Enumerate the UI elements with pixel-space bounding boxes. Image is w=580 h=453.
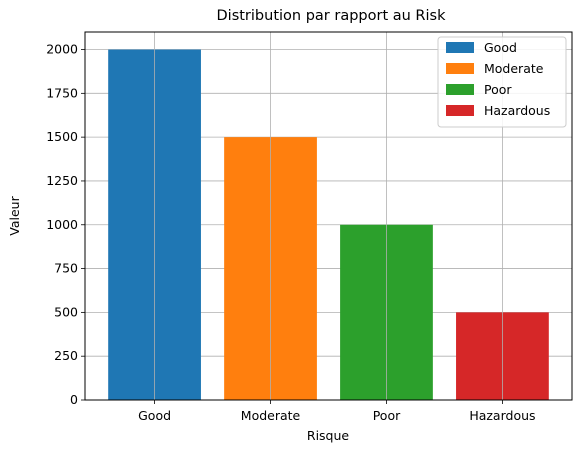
legend-swatch [446,84,474,95]
y-tick-label: 0 [70,392,78,407]
y-axis-label: Valeur [7,195,22,235]
legend-swatch [446,105,474,116]
y-tick-label: 250 [54,348,78,363]
legend-label: Moderate [484,61,544,76]
legend-swatch [446,63,474,74]
y-axis-ticks: 0 250 500 750 1000 1250 1500 1750 2000 [46,42,85,407]
y-tick-label: 1750 [46,85,78,100]
legend-label: Poor [484,82,512,97]
legend-label: Good [484,40,517,55]
y-tick-label: 1000 [46,217,78,232]
plot-frame [84,31,573,401]
y-tick-label: 1250 [46,173,78,188]
x-axis-ticks: Good Moderate Poor Hazardous [138,400,536,423]
y-tick-label: 500 [54,304,78,319]
y-tick-label: 1500 [46,129,78,144]
x-tick-label: Moderate [241,408,301,423]
legend-label: Hazardous [484,103,550,118]
x-tick-label: Poor [373,408,401,423]
legend-swatch [446,42,474,53]
y-tick-label: 2000 [46,42,78,57]
x-tick-label: Good [138,408,171,423]
x-tick-label: Hazardous [469,408,535,423]
legend: Good Moderate Poor Hazardous [437,36,567,128]
x-axis-label: Risque [307,428,350,443]
chart-title: Distribution par rapport au Risk [217,8,447,24]
legend-box [437,36,567,128]
y-tick-label: 750 [54,261,78,276]
